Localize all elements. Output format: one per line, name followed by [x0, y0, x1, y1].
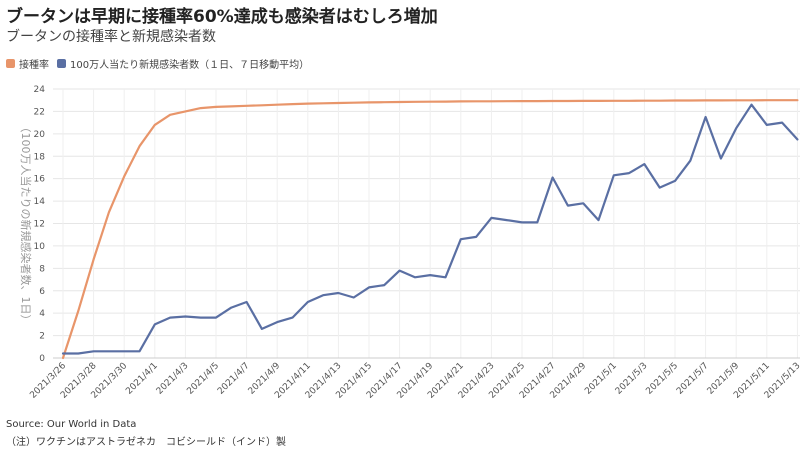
legend-item-vaccination[interactable]: 接種率: [6, 56, 49, 71]
y-tick-label: 18: [34, 152, 46, 162]
y-tick-label: 0: [39, 354, 45, 364]
x-tick-label: 2021/5/3: [614, 361, 650, 397]
y-tick-label: 2: [39, 332, 45, 342]
legend-swatch-vaccination: [6, 59, 15, 68]
x-tick-label: 2021/5/5: [644, 361, 680, 397]
y-tick-label: 8: [39, 264, 45, 274]
y-tick-label: 22: [34, 107, 45, 117]
vaccine-note: （注）ワクチンはアストラゼネカ コビシールド（インド）製: [6, 437, 286, 448]
legend: 接種率 100万人当たり新規感染者数（１日、７日移動平均）: [6, 56, 317, 71]
y-axis-label: （100万人当たりの新規感染者数、1日）: [19, 122, 33, 326]
series-line-vaccination: [61, 99, 799, 360]
y-tick-label: 24: [34, 85, 46, 95]
y-tick-label: 14: [34, 197, 46, 207]
y-tick-label: 12: [34, 220, 45, 230]
y-tick-label: 4: [39, 309, 45, 319]
y-tick-label: 20: [34, 130, 46, 140]
series-line-cases: [61, 103, 799, 355]
chart-title: ブータンは早期に接種率60%達成も感染者はむしろ増加: [6, 7, 438, 27]
legend-item-cases[interactable]: 100万人当たり新規感染者数（１日、７日移動平均）: [57, 56, 309, 71]
x-tick-label: 2021/4/5: [185, 361, 221, 397]
legend-label-vaccination: 接種率: [19, 60, 49, 71]
source-note: Source: Our World in Data: [6, 419, 137, 430]
y-tick-label: 6: [39, 287, 45, 297]
x-tick-label: 2021/5/7: [675, 361, 711, 397]
y-tick-label: 16: [34, 175, 46, 185]
x-tick-label: 2021/5/1: [583, 361, 619, 397]
y-tick-label: 10: [34, 242, 46, 252]
legend-swatch-cases: [57, 59, 66, 68]
chart-subtitle: ブータンの接種率と新規感染者数: [6, 29, 216, 45]
legend-label-cases: 100万人当たり新規感染者数（１日、７日移動平均）: [70, 60, 310, 71]
x-tick-label: 2021/4/3: [155, 361, 191, 397]
x-tick-label: 2021/4/7: [216, 361, 252, 397]
x-tick-label: 2021/4/1: [124, 361, 160, 397]
